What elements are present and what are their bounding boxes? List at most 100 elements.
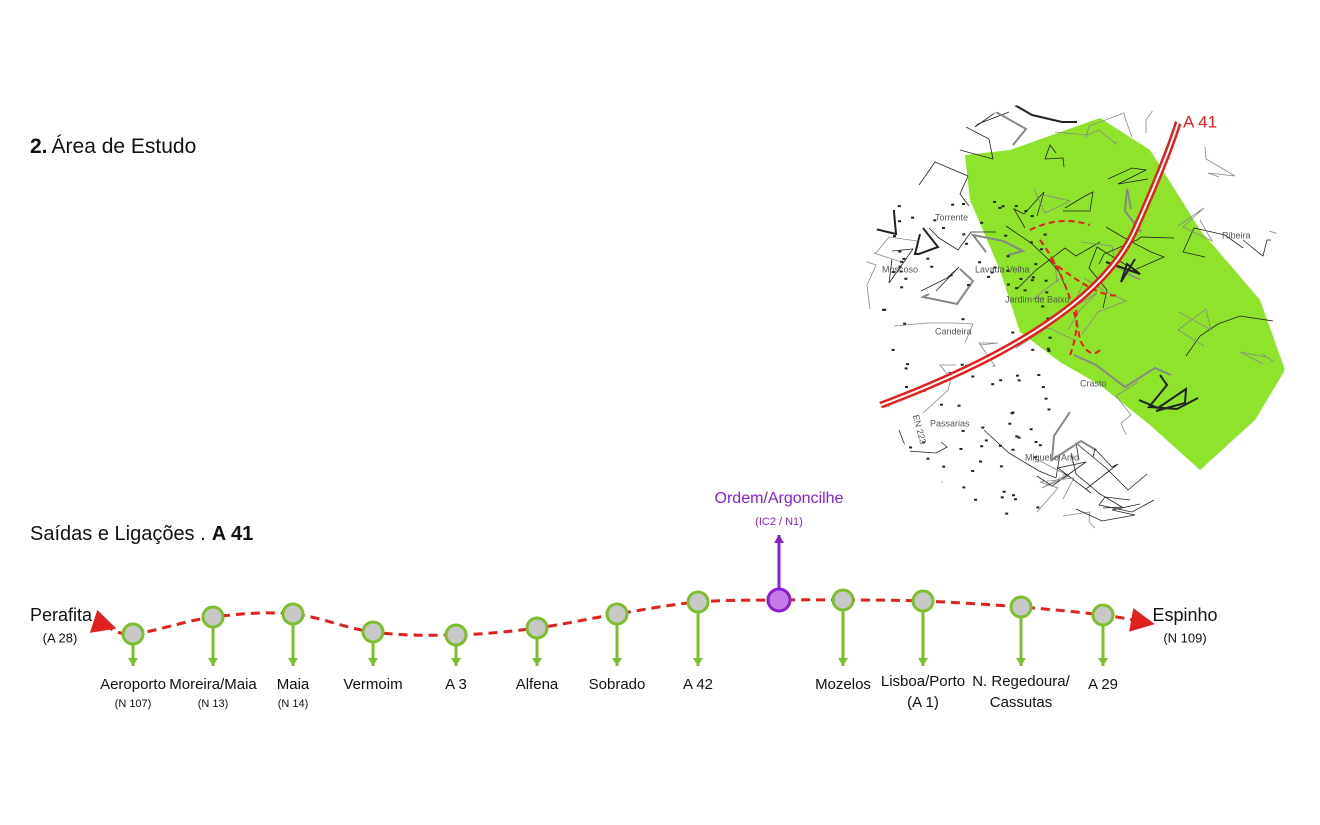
exit-name: Vermoim [343, 676, 402, 693]
building [933, 219, 937, 222]
road [1033, 188, 1072, 214]
exit-node [361, 620, 385, 644]
building [999, 465, 1003, 468]
building [1011, 331, 1015, 334]
road [1036, 461, 1092, 494]
map-place: Moscoso [882, 264, 918, 274]
exit-arrow-head [918, 658, 928, 666]
route-line [89, 598, 1155, 637]
exit-name: A 29 [1088, 676, 1118, 693]
map-place: Jardim de Baixo [1005, 294, 1070, 304]
exit-name: Aeroporto [100, 676, 166, 693]
building [1002, 490, 1006, 493]
exit-arrow-head [288, 658, 298, 666]
building [978, 261, 982, 264]
exit-label: (A 1) [907, 694, 939, 711]
building [962, 486, 966, 489]
building [897, 220, 901, 223]
road [1073, 354, 1172, 389]
building [1017, 379, 1021, 382]
road [1277, 97, 1292, 137]
map-place: Passarias [930, 418, 970, 428]
road [1031, 261, 1060, 300]
building [1011, 448, 1015, 451]
a41-road-inner [861, 97, 1186, 413]
exit-node [525, 616, 549, 640]
building [900, 286, 904, 289]
building [1037, 373, 1041, 376]
map-place: Crasto [1080, 378, 1107, 388]
exit-road: (N 107) [115, 698, 152, 710]
building [980, 221, 984, 224]
building [921, 441, 925, 444]
building [1034, 441, 1038, 444]
building [1044, 397, 1048, 400]
building [892, 270, 896, 273]
road [860, 254, 877, 310]
building [1034, 456, 1038, 459]
building [962, 233, 966, 236]
map-place: Torrente [935, 212, 968, 222]
road [1239, 351, 1275, 365]
road [1138, 387, 1188, 412]
building [993, 200, 997, 203]
road [1016, 241, 1101, 290]
building [911, 216, 915, 219]
building [1013, 498, 1017, 501]
study-area [965, 118, 1285, 470]
building [902, 257, 906, 260]
building [885, 499, 889, 502]
building [961, 318, 965, 321]
building [903, 322, 907, 325]
map-place: Lavada Velha [975, 264, 1030, 274]
building [900, 260, 904, 263]
exit-name: Moreira/Maia [169, 676, 257, 693]
road [919, 268, 975, 306]
road [1075, 503, 1141, 522]
start-road: (A 28) [43, 630, 78, 645]
road [873, 236, 918, 263]
building [898, 265, 902, 268]
exit-arrow-head [693, 658, 703, 666]
building [908, 465, 912, 468]
end-name: Espinho [1152, 605, 1217, 625]
building [909, 446, 913, 449]
building [1030, 215, 1034, 218]
building [998, 206, 1002, 209]
exit-name: A 3 [445, 676, 467, 693]
building [998, 444, 1002, 447]
building [979, 460, 983, 463]
building [981, 426, 985, 429]
exit-node [686, 590, 710, 614]
building [1041, 386, 1045, 389]
exit-arrow-head [1098, 658, 1108, 666]
building [1041, 305, 1045, 308]
section-highway: A 41 [212, 523, 254, 545]
exit-name: Alfena [516, 676, 559, 693]
building [883, 473, 887, 476]
road [1147, 374, 1199, 411]
building [993, 266, 997, 269]
building [1047, 408, 1051, 411]
exit-name: Maia [277, 676, 310, 693]
road [1177, 308, 1212, 347]
exit-node [911, 589, 935, 613]
highlight-node [766, 587, 792, 613]
building [1038, 444, 1042, 447]
building [1034, 263, 1038, 266]
building [1043, 233, 1047, 236]
building [1010, 412, 1014, 415]
building [1015, 374, 1019, 377]
building [1015, 435, 1019, 438]
road [1098, 236, 1175, 265]
building [942, 465, 946, 468]
exit-node [1009, 595, 1033, 619]
road [918, 161, 970, 207]
building [1046, 347, 1050, 350]
road [1107, 167, 1149, 185]
building [941, 227, 945, 230]
building [1005, 512, 1009, 515]
building [930, 265, 934, 268]
exit-label: N. Regedoura/ [972, 673, 1070, 690]
highlight-arrow-head [774, 535, 784, 543]
